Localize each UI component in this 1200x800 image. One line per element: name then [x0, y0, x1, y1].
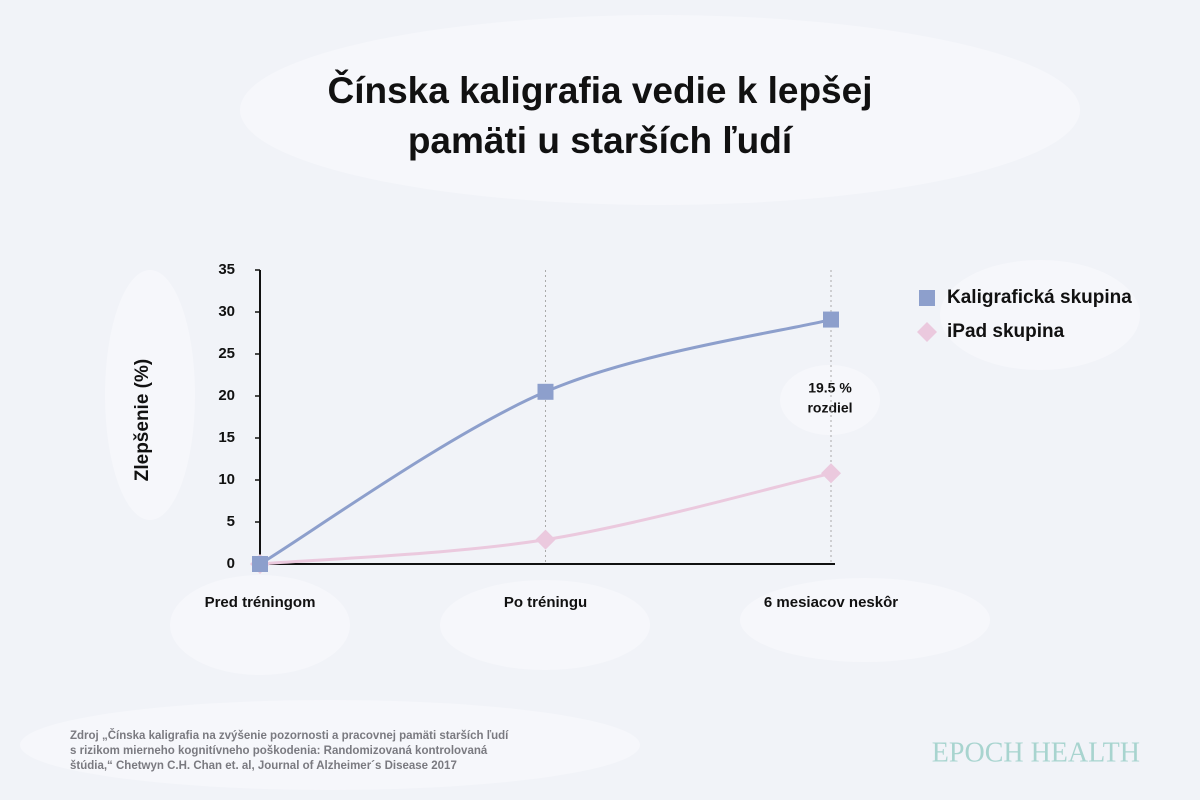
y-tick-label: 15: [218, 429, 235, 446]
legend-label: iPad skupina: [947, 321, 1065, 342]
y-tick-label: 35: [218, 261, 235, 278]
chart-title: Čínska kaligrafia vedie k lepšej: [327, 69, 872, 111]
y-tick-label: 25: [218, 345, 235, 362]
y-tick-label: 20: [218, 387, 235, 404]
point: [535, 529, 556, 550]
point: [821, 463, 841, 484]
point: [252, 556, 268, 572]
annotation: 19.5 %: [808, 380, 852, 396]
y-axis-label: Zlepšenie (%): [132, 359, 153, 481]
brand: EPOCH HEALTH: [932, 737, 1140, 768]
x-tick-label: Po tréningu: [504, 594, 587, 611]
background-blobs: [20, 15, 1140, 790]
legend-marker: [917, 322, 937, 342]
y-tick-label: 0: [227, 555, 235, 572]
y-tick-label: 30: [218, 303, 235, 320]
legend-label: Kaligrafická skupina: [947, 287, 1132, 308]
y-tick-label: 10: [218, 471, 235, 488]
y-tick-label: 5: [227, 513, 235, 530]
source: štúdia,“ Chetwyn C.H. Chan et. al, Journ…: [70, 760, 457, 772]
legend-marker: [919, 290, 935, 306]
x-tick-label: Pred tréningom: [205, 594, 316, 611]
source: s rizikom mierneho kognitívneho poškoden…: [70, 745, 488, 757]
point: [537, 383, 554, 400]
source: Zdroj „Čínska kaligrafia na zvýšenie poz…: [70, 729, 509, 742]
annotation: rozdiel: [807, 400, 852, 416]
point: [823, 311, 839, 328]
chart-title: pamäti u starších ľudí: [408, 120, 794, 161]
x-tick-label: 6 mesiacov neskôr: [764, 594, 898, 611]
